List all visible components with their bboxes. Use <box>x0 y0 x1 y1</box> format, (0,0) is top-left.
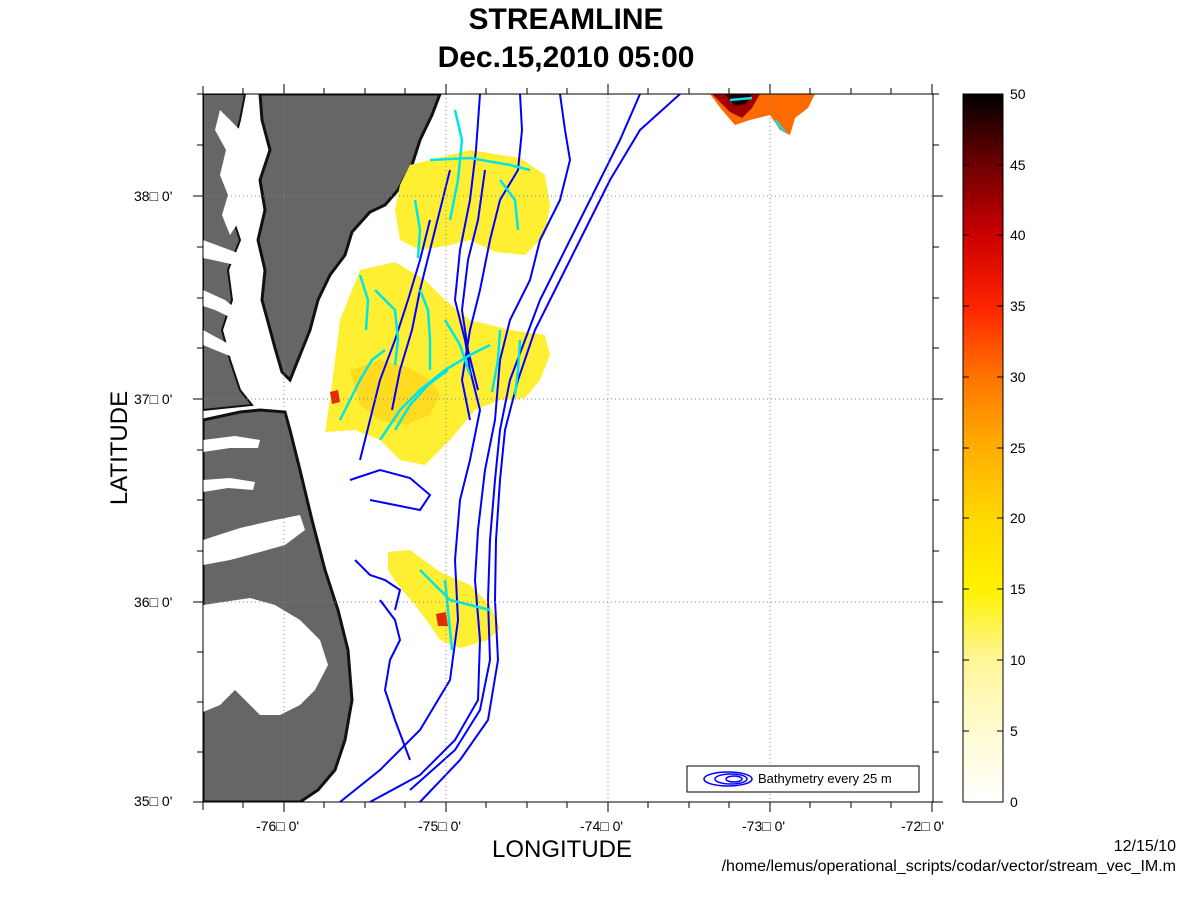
colorbar-tick-label: 10 <box>1010 652 1026 668</box>
albemarle-sound <box>203 515 305 565</box>
map-title: STREAMLINE <box>468 3 664 36</box>
footer-date: 12/15/10 <box>1113 838 1176 855</box>
x-tick-label: -76□ 0' <box>256 818 300 834</box>
x-minor-ticks <box>202 86 892 810</box>
y-tick-label: 35□ 0' <box>134 793 173 809</box>
colorbar-tick-label: 50 <box>1010 86 1026 102</box>
colorbar-tick-label: 20 <box>1010 510 1026 526</box>
legend-label: Bathymetry every 25 m <box>758 771 892 786</box>
river-estuary-1 <box>203 240 250 268</box>
river-estuary-5 <box>203 478 255 492</box>
colorbar-tick-label: 25 <box>1010 440 1026 456</box>
y-axis-label: LATITUDE <box>106 390 133 506</box>
x-axis-label: LONGITUDE <box>492 836 633 863</box>
current-patch-red-spot-1 <box>330 390 340 404</box>
river-estuary-4 <box>203 436 260 452</box>
y-major-ticks <box>193 195 943 803</box>
x-major-ticks <box>283 84 933 812</box>
grid <box>203 94 933 802</box>
bathymetry-contours <box>339 94 681 802</box>
colorbar-tick-label: 15 <box>1010 581 1026 597</box>
y-tick-label: 37□ 0' <box>134 391 173 407</box>
x-tick-label: -74□ 0' <box>580 818 624 834</box>
bathymetry-legend <box>686 765 920 793</box>
x-tick-label: -72□ 0' <box>901 818 945 834</box>
x-tick-label: -75□ 0' <box>418 818 462 834</box>
y-tick-label: 38□ 0' <box>134 188 173 204</box>
southern-land <box>203 408 354 802</box>
river-estuary-3 <box>203 330 245 360</box>
x-tick-label: -73□ 0' <box>742 818 786 834</box>
streamlines <box>338 96 786 651</box>
colorbar-tick-label: 30 <box>1010 369 1026 385</box>
current-patch-south <box>388 550 500 648</box>
river-estuary-2 <box>203 290 240 320</box>
colorbar-tick-label: 40 <box>1010 227 1026 243</box>
current-patch-north <box>395 150 550 255</box>
axes-frame <box>193 84 943 812</box>
pamlico-sound <box>203 598 328 715</box>
current-patch-red-spot-2 <box>436 612 448 626</box>
footer-script-path: /home/lemus/operational_scripts/codar/ve… <box>721 858 1176 875</box>
colorbar-tick-label: 0 <box>1010 794 1018 810</box>
colorbar-tick-label: 45 <box>1010 157 1026 173</box>
colorbar <box>962 93 1004 803</box>
y-tick-label: 36□ 0' <box>134 594 173 610</box>
chesapeake-inlet <box>215 110 255 235</box>
y-minor-ticks <box>197 93 939 753</box>
bathymetry-contour-icon <box>703 771 753 787</box>
colorbar-tick-label: 5 <box>1010 723 1018 739</box>
colorbar-tick-label: 35 <box>1010 298 1026 314</box>
map-subtitle: Dec.15,2010 05:00 <box>437 41 695 74</box>
